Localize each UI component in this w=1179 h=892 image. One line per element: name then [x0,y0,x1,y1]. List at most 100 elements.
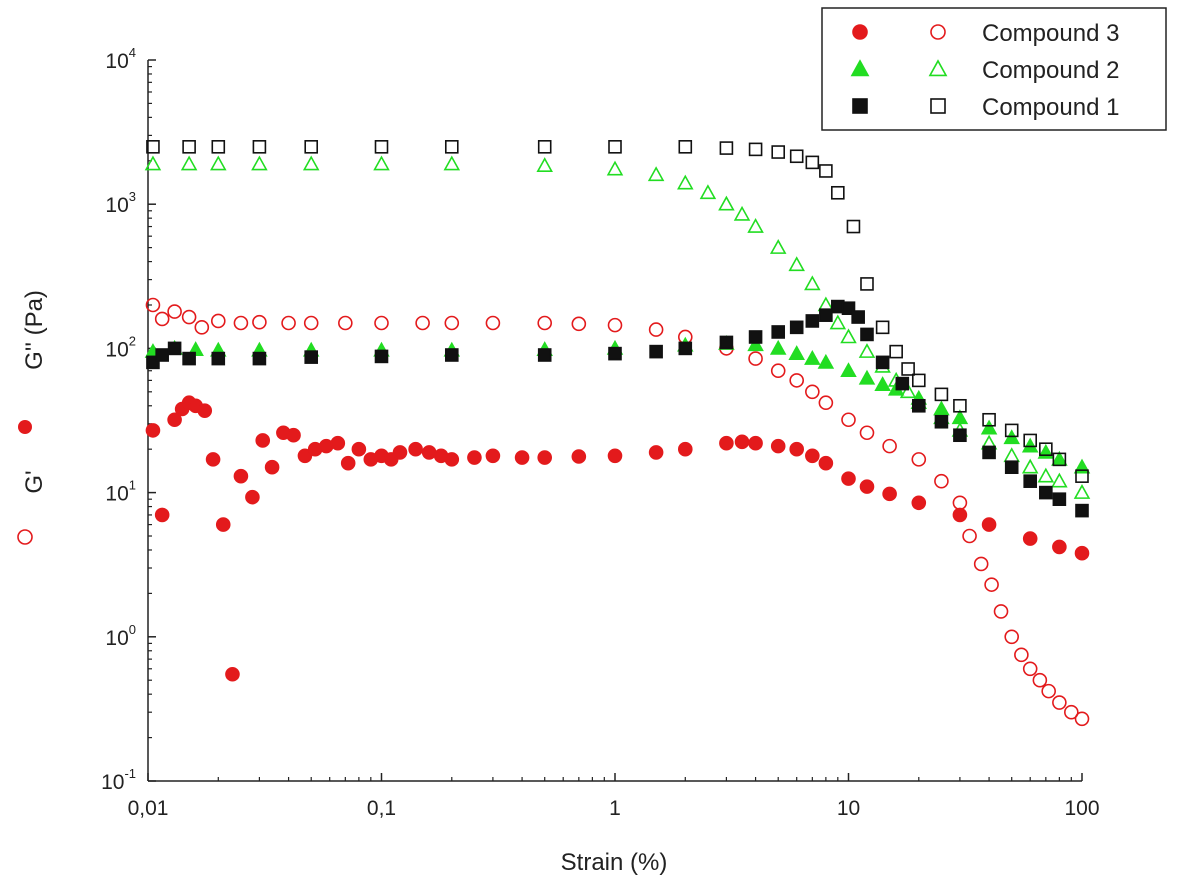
legend-marker-open [928,59,948,77]
data-point [858,343,876,358]
y-tick-exponent: 2 [129,333,136,348]
data-point [514,450,530,465]
data-point [1004,423,1019,438]
data-point [302,155,320,171]
y-tick-label: 104 [105,45,136,73]
data-point [210,155,227,171]
y-axis-title-top: G'' (Pa) [21,290,48,370]
data-point [747,217,764,233]
data-point [889,344,903,359]
data-point [537,315,553,331]
data-point [953,428,967,443]
data-point [606,160,624,176]
data-point [338,315,353,331]
x-tick-label: 100 [1064,797,1099,820]
data-point [911,398,926,413]
data-point [899,383,917,399]
data-point [1052,452,1067,467]
y-tick-label: 100 [105,622,136,650]
data-point [1051,450,1068,466]
ylabel-open-circle-marker [17,529,33,545]
y-tick-base: 10 [105,338,128,361]
data-point [748,351,763,366]
data-point [719,141,734,155]
data-point [789,441,804,457]
data-point [537,450,553,465]
legend-marker-filled [852,24,868,40]
data-point [608,346,622,361]
y-tick-base: 10 [105,194,128,217]
data-point [1004,460,1019,475]
data-point [875,320,890,335]
data-point [1023,474,1037,488]
data-point [677,174,694,190]
data-point [648,445,664,460]
data-point [934,414,949,429]
x-ticks: 0,01 0,1 1 10 100 [128,773,1100,820]
data-point [860,277,874,291]
data-point [146,140,160,154]
data-point [829,314,847,330]
data-point [182,140,196,154]
data-point [1075,503,1089,518]
data-point [973,556,989,572]
data-point [205,452,221,467]
data-point [748,435,763,451]
data-point [859,479,875,494]
data-point [933,400,950,416]
data-point [1022,531,1038,546]
data-point [771,325,786,339]
data-point [421,445,437,460]
data-point [374,140,389,154]
data-point [859,425,875,441]
data-point [804,275,821,291]
data-point [485,448,501,464]
data-point [951,409,969,425]
y-tick-exponent: 3 [129,189,136,204]
data-point [911,373,926,388]
data-point [818,455,834,471]
data-point [154,311,170,327]
data-point [155,348,169,362]
data-point [841,471,856,486]
data-point [264,459,280,475]
data-point [444,140,459,154]
data-point [993,604,1009,619]
data-point [245,489,260,505]
data-point [167,304,182,319]
data-point [647,166,665,182]
y-tick-base: 10 [105,50,128,73]
data-point [962,528,977,544]
y-tick-label: 101 [105,478,136,506]
data-point [858,369,876,385]
data-point [1004,629,1020,645]
data-point [1003,447,1020,463]
data-point [952,507,968,523]
data-point [982,412,996,427]
data-point [1074,711,1090,727]
data-point [788,256,805,272]
data-point [1023,433,1037,448]
data-point [607,448,623,464]
data-point [571,316,587,332]
data-point [392,445,408,460]
data-point [281,315,296,331]
data-point [789,320,804,335]
data-point [934,473,949,489]
data-point [734,434,750,450]
data-point [770,363,786,379]
data-point [818,395,834,411]
series-compound-3-g-prime [145,395,1090,682]
data-point [252,140,267,154]
data-point [330,435,346,451]
data-point [882,438,897,454]
data-point [851,310,865,324]
data-point [846,219,861,234]
data-point [167,412,182,428]
data-point [719,435,734,451]
data-point [194,320,210,335]
data-point [144,155,162,171]
data-point [215,517,231,532]
legend-label: Compound 3 [982,20,1119,47]
